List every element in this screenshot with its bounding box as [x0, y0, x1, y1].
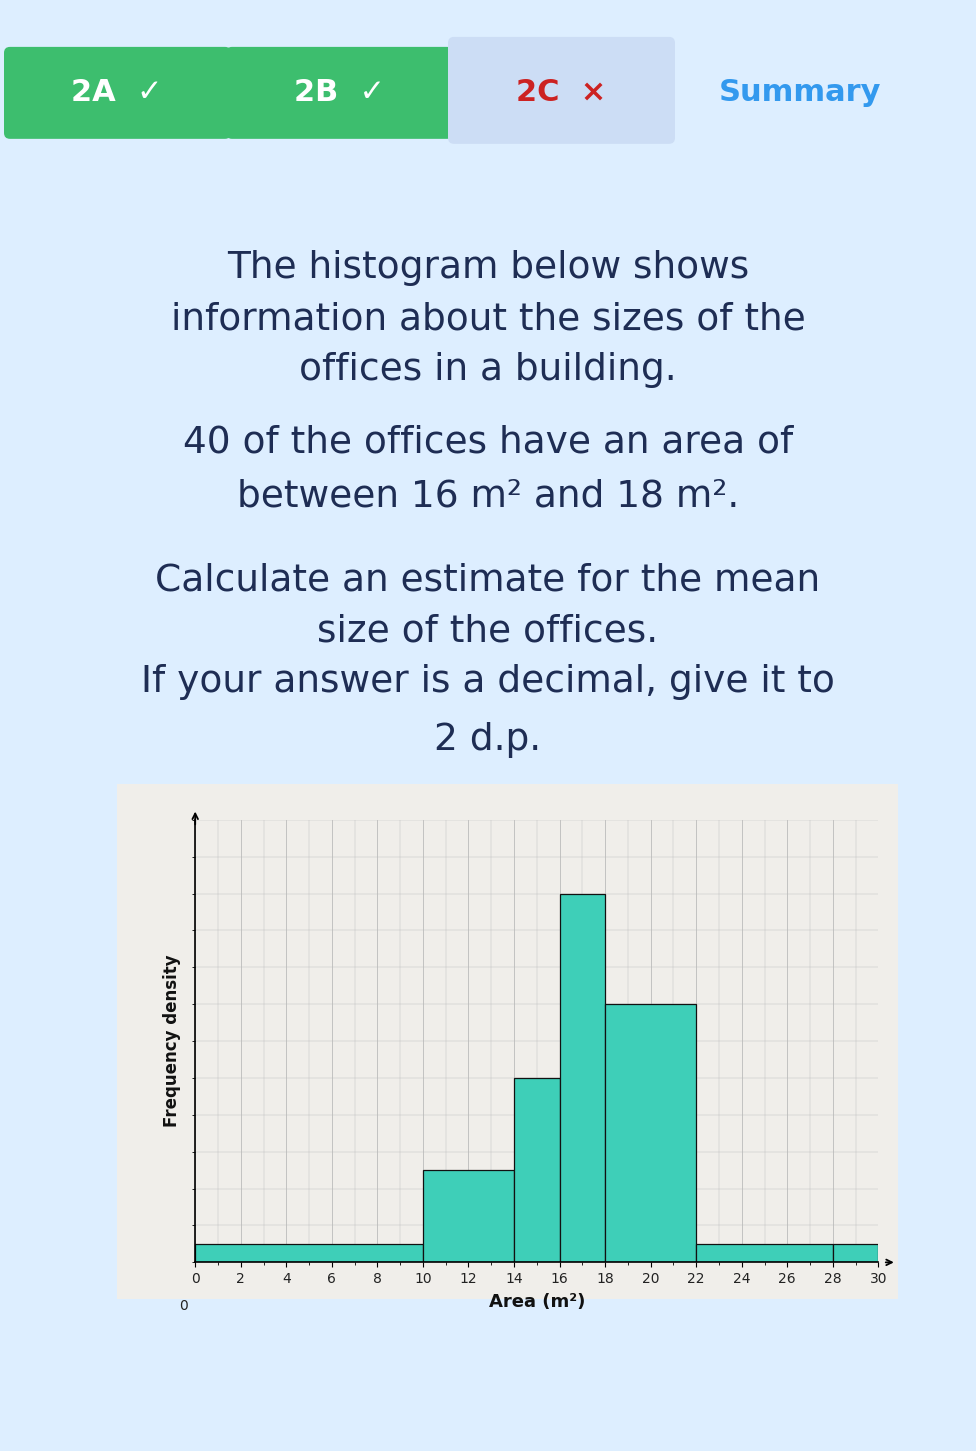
Text: size of the offices.: size of the offices. — [317, 614, 659, 649]
Text: If your answer is a decimal, give it to: If your answer is a decimal, give it to — [142, 665, 834, 699]
Text: 2B  ✓: 2B ✓ — [295, 78, 386, 107]
Text: Summary: Summary — [718, 78, 881, 107]
Text: offices in a building.: offices in a building. — [300, 353, 676, 387]
Text: 2C  ×: 2C × — [516, 78, 606, 107]
FancyBboxPatch shape — [4, 46, 231, 139]
Bar — [833, 1244, 878, 1262]
FancyBboxPatch shape — [226, 46, 453, 139]
Bar — [696, 1244, 833, 1262]
Bar — [423, 1170, 514, 1262]
Text: 0: 0 — [180, 1299, 188, 1313]
Text: 40 of the offices have an area of: 40 of the offices have an area of — [183, 425, 793, 460]
Text: information about the sizes of the: information about the sizes of the — [171, 302, 805, 337]
FancyBboxPatch shape — [448, 36, 675, 144]
Bar — [195, 1244, 423, 1262]
Text: Calculate an estimate for the mean: Calculate an estimate for the mean — [155, 563, 821, 598]
Text: The histogram below shows: The histogram below shows — [226, 251, 750, 286]
Text: 2 d.p.: 2 d.p. — [434, 723, 542, 757]
Text: 2A  ✓: 2A ✓ — [71, 78, 163, 107]
Bar — [559, 894, 605, 1262]
Y-axis label: Frequency density: Frequency density — [163, 955, 181, 1127]
Text: between 16 m² and 18 m².: between 16 m² and 18 m². — [237, 479, 739, 514]
Bar — [514, 1078, 559, 1262]
Bar — [605, 1004, 696, 1262]
X-axis label: Area (m²): Area (m²) — [489, 1293, 585, 1312]
